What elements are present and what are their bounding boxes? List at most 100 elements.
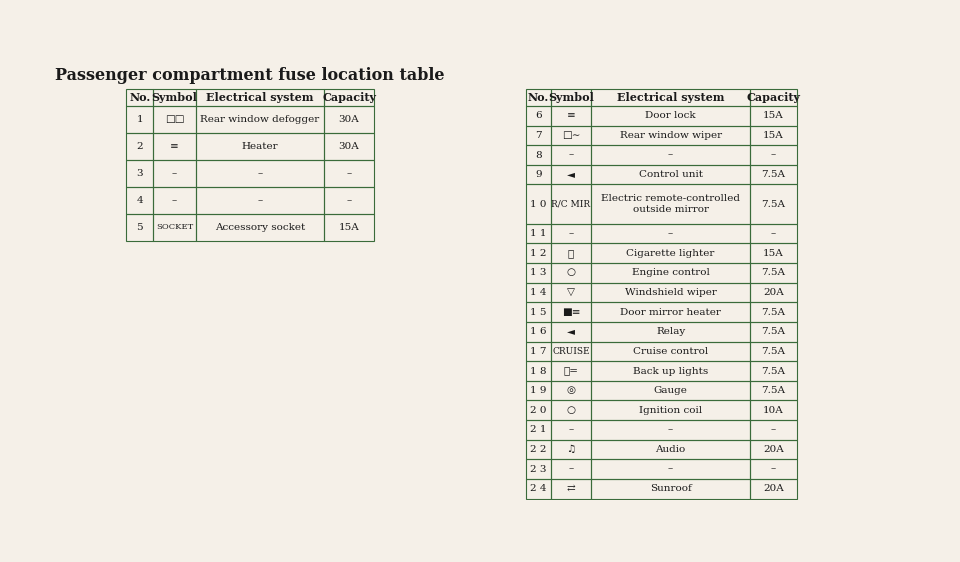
Bar: [591, 89, 750, 106]
Bar: [551, 165, 591, 184]
Text: ◄: ◄: [567, 170, 575, 179]
Bar: [591, 322, 750, 342]
Bar: [551, 479, 591, 498]
Bar: [526, 361, 551, 381]
Text: ◄: ◄: [567, 327, 575, 336]
Text: 5: 5: [136, 223, 143, 232]
Bar: [591, 243, 750, 263]
Bar: [750, 439, 797, 459]
Text: 7.5A: 7.5A: [761, 366, 785, 375]
Bar: [526, 302, 551, 322]
Text: Engine control: Engine control: [632, 268, 709, 277]
Text: Capacity: Capacity: [322, 92, 376, 103]
Bar: [551, 361, 591, 381]
Text: Rear window defogger: Rear window defogger: [201, 115, 320, 124]
Bar: [591, 381, 750, 401]
Text: 20A: 20A: [763, 288, 783, 297]
Text: Heater: Heater: [242, 142, 278, 151]
Text: –: –: [347, 196, 351, 205]
Bar: [551, 401, 591, 420]
Text: 2 1: 2 1: [530, 425, 547, 434]
Text: 10A: 10A: [763, 406, 783, 415]
Bar: [591, 439, 750, 459]
Text: 30A: 30A: [339, 142, 359, 151]
Bar: [196, 160, 324, 187]
Bar: [154, 160, 196, 187]
Bar: [154, 89, 196, 106]
Bar: [526, 322, 551, 342]
Bar: [750, 145, 797, 165]
Bar: [591, 224, 750, 243]
Text: No.: No.: [528, 92, 549, 103]
Text: –: –: [172, 169, 178, 178]
Bar: [750, 459, 797, 479]
Bar: [126, 187, 154, 214]
Text: Relay: Relay: [656, 327, 685, 336]
Text: Windshield wiper: Windshield wiper: [625, 288, 716, 297]
Text: 1 5: 1 5: [530, 307, 547, 316]
Bar: [750, 283, 797, 302]
Text: 1 0: 1 0: [530, 200, 547, 209]
Text: Electrical system: Electrical system: [206, 92, 314, 103]
Text: –: –: [668, 151, 673, 160]
Bar: [526, 243, 551, 263]
Bar: [154, 214, 196, 241]
Text: Door mirror heater: Door mirror heater: [620, 307, 721, 316]
Bar: [591, 342, 750, 361]
Text: 20A: 20A: [763, 445, 783, 454]
Text: 30A: 30A: [339, 115, 359, 124]
Text: Capacity: Capacity: [746, 92, 801, 103]
Text: ⇄: ⇄: [566, 484, 575, 493]
Bar: [591, 165, 750, 184]
Text: 6: 6: [535, 111, 541, 120]
Text: –: –: [257, 169, 262, 178]
Bar: [324, 133, 374, 160]
Text: –: –: [668, 425, 673, 434]
Bar: [551, 243, 591, 263]
Bar: [591, 459, 750, 479]
Bar: [526, 145, 551, 165]
Bar: [551, 420, 591, 439]
Text: 15A: 15A: [763, 131, 783, 140]
Bar: [591, 145, 750, 165]
Bar: [526, 263, 551, 283]
Text: ■≡: ■≡: [562, 307, 580, 316]
Bar: [526, 439, 551, 459]
Bar: [551, 184, 591, 224]
Text: ○: ○: [566, 406, 576, 415]
Text: ℓ: ℓ: [568, 249, 574, 258]
Text: –: –: [771, 229, 776, 238]
Bar: [591, 420, 750, 439]
Text: 8: 8: [535, 151, 541, 160]
Bar: [126, 106, 154, 133]
Text: SOCKET: SOCKET: [156, 223, 193, 231]
Bar: [750, 263, 797, 283]
Text: 3: 3: [136, 169, 143, 178]
Bar: [551, 106, 591, 125]
Bar: [526, 381, 551, 401]
Bar: [591, 479, 750, 498]
Text: Accessory socket: Accessory socket: [215, 223, 305, 232]
Bar: [196, 89, 324, 106]
Text: CRUISE: CRUISE: [552, 347, 589, 356]
Text: 1: 1: [136, 115, 143, 124]
Text: Ignition coil: Ignition coil: [639, 406, 702, 415]
Text: 7.5A: 7.5A: [761, 307, 785, 316]
Text: 1 2: 1 2: [530, 249, 547, 258]
Bar: [551, 283, 591, 302]
Bar: [324, 187, 374, 214]
Text: 1 3: 1 3: [530, 268, 547, 277]
Bar: [551, 125, 591, 145]
Text: 9: 9: [535, 170, 541, 179]
Text: –: –: [668, 465, 673, 474]
Text: No.: No.: [130, 92, 151, 103]
Bar: [750, 361, 797, 381]
Bar: [324, 160, 374, 187]
Text: Electrical system: Electrical system: [617, 92, 725, 103]
Text: Electric remote-controlled
outside mirror: Electric remote-controlled outside mirro…: [601, 194, 740, 214]
Text: 2: 2: [136, 142, 143, 151]
Bar: [324, 89, 374, 106]
Text: R/C MIR: R/C MIR: [551, 200, 590, 209]
Text: 7.5A: 7.5A: [761, 170, 785, 179]
Bar: [526, 342, 551, 361]
